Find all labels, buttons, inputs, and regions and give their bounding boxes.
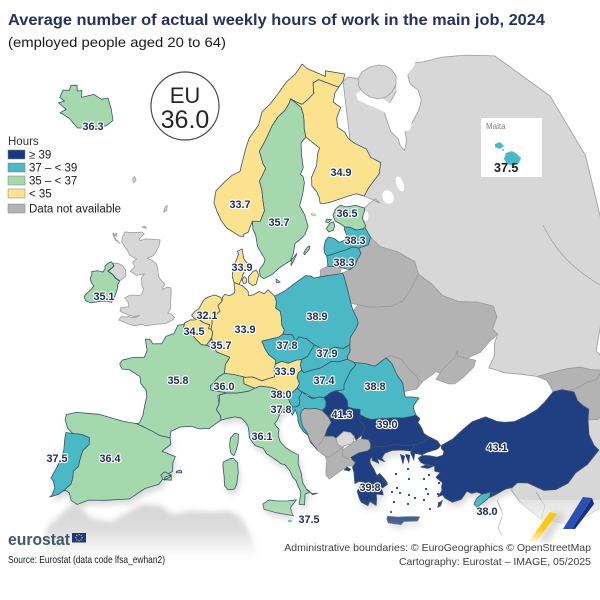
svg-text:(employed people aged 20 to 64: (employed people aged 20 to 64) <box>8 35 226 50</box>
svg-text:37 – < 39: 37 – < 39 <box>29 163 77 175</box>
svg-text:33.9: 33.9 <box>231 262 252 274</box>
svg-text:38.3: 38.3 <box>344 235 365 247</box>
svg-text:35 – < 37: 35 – < 37 <box>29 176 77 188</box>
svg-text:35.7: 35.7 <box>210 340 231 352</box>
svg-text:37.8: 37.8 <box>276 340 297 352</box>
svg-text:37.5: 37.5 <box>494 161 518 175</box>
svg-text:35.8: 35.8 <box>167 375 188 387</box>
svg-text:43.1: 43.1 <box>486 442 507 454</box>
svg-text:37.9: 37.9 <box>316 348 337 360</box>
svg-text:38.8: 38.8 <box>364 381 385 393</box>
svg-text:36.0: 36.0 <box>213 381 234 393</box>
svg-text:41.3: 41.3 <box>331 409 352 421</box>
svg-text:36.0: 36.0 <box>161 106 210 134</box>
svg-text:33.7: 33.7 <box>229 199 250 211</box>
svg-text:36.1: 36.1 <box>251 431 272 443</box>
svg-text:Data not available: Data not available <box>29 204 121 216</box>
svg-text:38.0: 38.0 <box>270 389 291 401</box>
svg-text:37.8: 37.8 <box>270 404 291 416</box>
svg-text:EU: EU <box>170 83 201 108</box>
svg-text:Cartography: Eurostat – IMAGE,: Cartography: Eurostat – IMAGE, 05/2025 <box>399 556 591 568</box>
svg-text:Average number of actual weekl: Average number of actual weekly hours of… <box>8 12 545 29</box>
svg-text:≥ 39: ≥ 39 <box>29 150 51 162</box>
svg-text:Hours: Hours <box>8 136 39 148</box>
svg-text:39.0: 39.0 <box>376 419 397 431</box>
svg-text:35.1: 35.1 <box>93 291 114 303</box>
svg-text:34.9: 34.9 <box>330 167 351 179</box>
svg-text:38.0: 38.0 <box>476 506 497 518</box>
svg-text:Source: Eurostat (data code lf: Source: Eurostat (data code lfsa_ewhan2) <box>8 554 165 566</box>
svg-text:36.3: 36.3 <box>82 121 103 133</box>
svg-text:< 35: < 35 <box>29 189 52 201</box>
svg-text:eurostat: eurostat <box>8 530 70 549</box>
svg-text:38.9: 38.9 <box>306 311 327 323</box>
svg-text:34.5: 34.5 <box>183 326 204 338</box>
svg-text:37.5: 37.5 <box>298 514 319 526</box>
svg-text:32.1: 32.1 <box>196 310 217 322</box>
svg-text:39.8: 39.8 <box>359 482 380 494</box>
svg-text:36.5: 36.5 <box>336 208 357 220</box>
svg-text:33.9: 33.9 <box>274 366 295 378</box>
svg-text:37.4: 37.4 <box>313 375 334 387</box>
svg-text:Malta: Malta <box>486 122 506 131</box>
svg-text:38.3: 38.3 <box>333 257 354 269</box>
svg-text:36.4: 36.4 <box>99 453 120 465</box>
svg-text:35.7: 35.7 <box>268 217 289 229</box>
svg-text:37.5: 37.5 <box>46 453 67 465</box>
svg-text:Administrative boundaries: © E: Administrative boundaries: © EuroGeograp… <box>284 542 591 554</box>
svg-text:33.9: 33.9 <box>234 324 255 336</box>
